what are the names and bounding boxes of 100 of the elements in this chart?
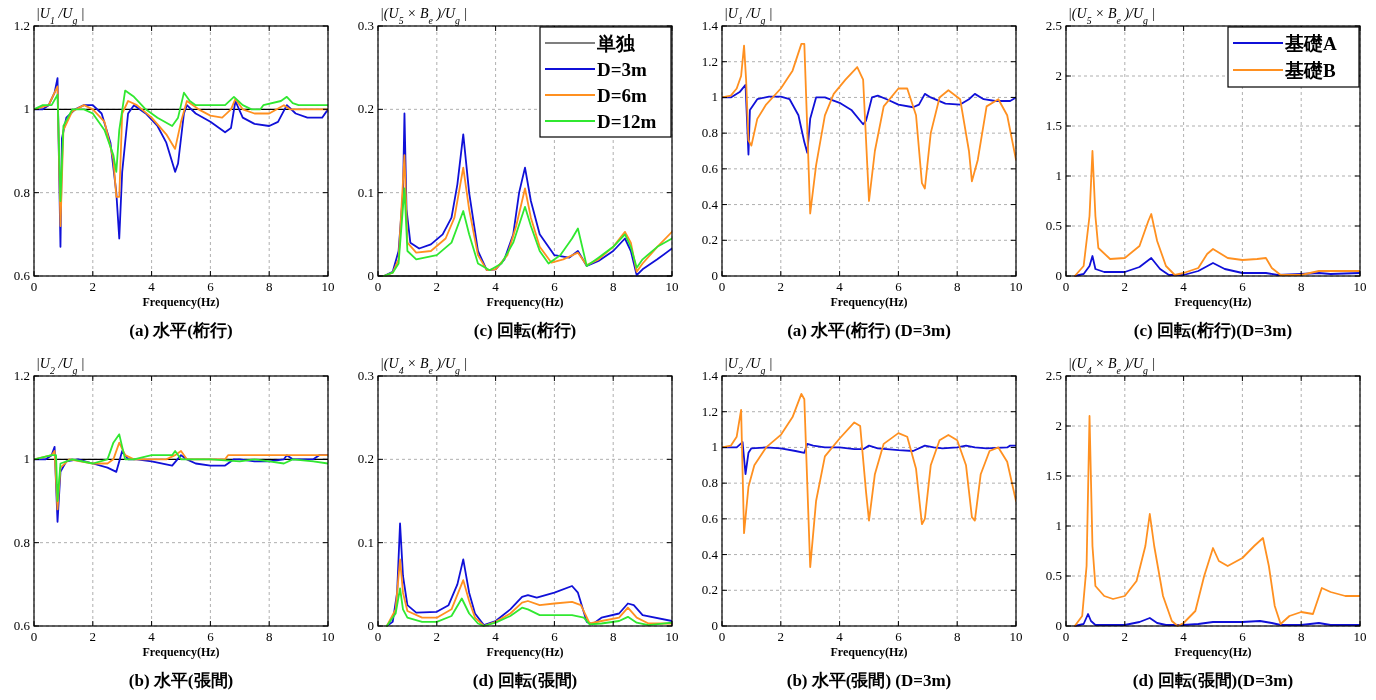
y-tick-label: 0	[1055, 268, 1062, 283]
x-axis-title: Frequency(Hz)	[486, 645, 564, 659]
x-tick-label: 6	[1239, 279, 1247, 294]
y-tick-label: 0	[711, 268, 718, 283]
y-tick-label: 0	[367, 618, 374, 633]
legend-label: 基礎A	[1284, 33, 1337, 54]
text: (c) 回転(桁行)	[473, 321, 577, 340]
y-tick-label: 0.6	[13, 618, 31, 633]
x-tick-label: 6	[1239, 629, 1247, 644]
line-series	[382, 187, 672, 277]
x-tick-label: 6	[895, 629, 903, 644]
y-tick-label: 1.2	[13, 18, 30, 33]
x-tick-label: 10	[321, 629, 335, 644]
x-axis-title: Frequency(Hz)	[486, 295, 564, 309]
x-tick-label: 8	[953, 279, 961, 294]
line-series	[722, 42, 1016, 215]
y-tick-label: 1	[711, 439, 718, 455]
y-tick-label: 2	[1055, 68, 1062, 83]
x-tick-label: 2	[777, 629, 785, 644]
x-tick-label: 6	[551, 279, 559, 294]
y-tick-label: 0.5	[1045, 218, 1062, 233]
x-tick-label: 4	[492, 279, 500, 294]
legend-label: 基礎B	[1284, 60, 1336, 81]
y-tick-label: 1.5	[1045, 118, 1062, 133]
legend-label: D=6m	[597, 85, 648, 106]
text: (a) 水平(桁行)	[129, 321, 233, 340]
x-tick-label: 8	[953, 629, 961, 644]
y-tick-label: 0.3	[357, 18, 374, 33]
x-tick-label: 4	[836, 279, 844, 294]
x-tick-label: 10	[1009, 629, 1023, 644]
y-tick-label: 2.5	[1045, 368, 1062, 383]
y-axis-title: |U$_{1}$/U$_{g}$|	[36, 6, 85, 26]
y-tick-label: 0.2	[357, 451, 374, 467]
y-tick-label: 0.5	[1045, 568, 1062, 583]
x-axis-title: Frequency(Hz)	[1174, 645, 1252, 659]
x-tick-label: 10	[665, 279, 679, 294]
text: (b) 水平(張間) (D=3m)	[786, 671, 952, 690]
legend-label: 単独	[596, 33, 636, 54]
y-axis-title: |U$_{1}$/U$_{g}$|	[724, 6, 773, 26]
y-tick-label: 1	[711, 89, 718, 105]
y-tick-label: 2.5	[1045, 18, 1062, 33]
x-tick-label: 4	[1180, 629, 1188, 644]
y-tick-label: 1	[23, 451, 30, 467]
y-tick-label: 0.2	[701, 232, 718, 248]
x-tick-label: 10	[665, 629, 679, 644]
line-series	[1073, 415, 1360, 627]
y-tick-label: 0	[1055, 618, 1062, 633]
x-tick-label: 4	[836, 629, 844, 644]
x-tick-label: 2	[777, 279, 785, 294]
x-tick-label: 6	[207, 279, 215, 294]
x-tick-label: 4	[148, 279, 156, 294]
y-axis-title: |(U$_{4}$ × B$_{e}$)/U$_{g}$|	[1068, 356, 1156, 376]
x-tick-label: 4	[1180, 279, 1188, 294]
y-tick-label: 0.6	[701, 510, 719, 526]
x-tick-label: 10	[321, 279, 335, 294]
x-tick-label: 8	[1297, 629, 1305, 644]
y-axis-title: |(U$_{5}$ × B$_{e}$)/U$_{g}$|	[1068, 6, 1156, 26]
y-tick-label: 0.6	[13, 268, 31, 283]
legend-label: D=12m	[597, 111, 657, 132]
y-tick-label: 0.1	[357, 534, 374, 550]
text: (a) 水平(桁行) (D=3m)	[787, 321, 951, 340]
y-tick-label: 0	[367, 268, 374, 283]
y-tick-label: 0.8	[13, 184, 30, 200]
y-tick-label: 0.6	[701, 160, 719, 176]
y-tick-label: 1.5	[1045, 468, 1062, 483]
x-tick-label: 8	[609, 629, 617, 644]
line-series	[722, 392, 1016, 568]
y-tick-label: 0.1	[357, 184, 374, 200]
x-tick-label: 8	[265, 629, 273, 644]
x-axis-title: Frequency(Hz)	[1174, 295, 1252, 309]
x-tick-label: 6	[207, 629, 215, 644]
x-tick-label: 4	[148, 629, 156, 644]
x-tick-label: 2	[89, 279, 97, 294]
text: (d) 回転(張間)(D=3m)	[1132, 671, 1294, 690]
legend-label: D=3m	[597, 59, 648, 80]
y-axis-title: |U$_{2}$/U$_{g}$|	[724, 356, 773, 376]
x-axis-title: Frequency(Hz)	[142, 645, 220, 659]
x-tick-label: 10	[1353, 279, 1367, 294]
x-tick-label: 6	[895, 279, 903, 294]
x-tick-label: 2	[1121, 279, 1129, 294]
y-tick-label: 1.4	[701, 368, 719, 383]
y-tick-label: 0.2	[357, 101, 374, 117]
y-tick-label: 0.8	[701, 475, 718, 491]
x-tick-label: 4	[492, 629, 500, 644]
x-tick-label: 10	[1009, 279, 1023, 294]
x-axis-title: Frequency(Hz)	[830, 645, 908, 659]
text: (c) 回転(桁行)(D=3m)	[1133, 321, 1293, 340]
x-axis-title: Frequency(Hz)	[142, 295, 220, 309]
y-tick-label: 0.8	[13, 534, 30, 550]
line-series	[385, 587, 672, 627]
x-tick-label: 2	[433, 629, 441, 644]
y-tick-label: 1.2	[13, 368, 30, 383]
line-series	[1073, 150, 1360, 277]
y-tick-label: 1.4	[701, 18, 719, 33]
x-tick-label: 8	[265, 279, 273, 294]
y-tick-label: 0.8	[701, 125, 718, 141]
x-tick-label: 2	[89, 629, 97, 644]
y-tick-label: 1	[23, 101, 30, 117]
y-tick-label: 1	[1055, 518, 1062, 533]
y-axis-title: |(U$_{4}$ × B$_{e}$)/U$_{g}$|	[380, 356, 468, 376]
